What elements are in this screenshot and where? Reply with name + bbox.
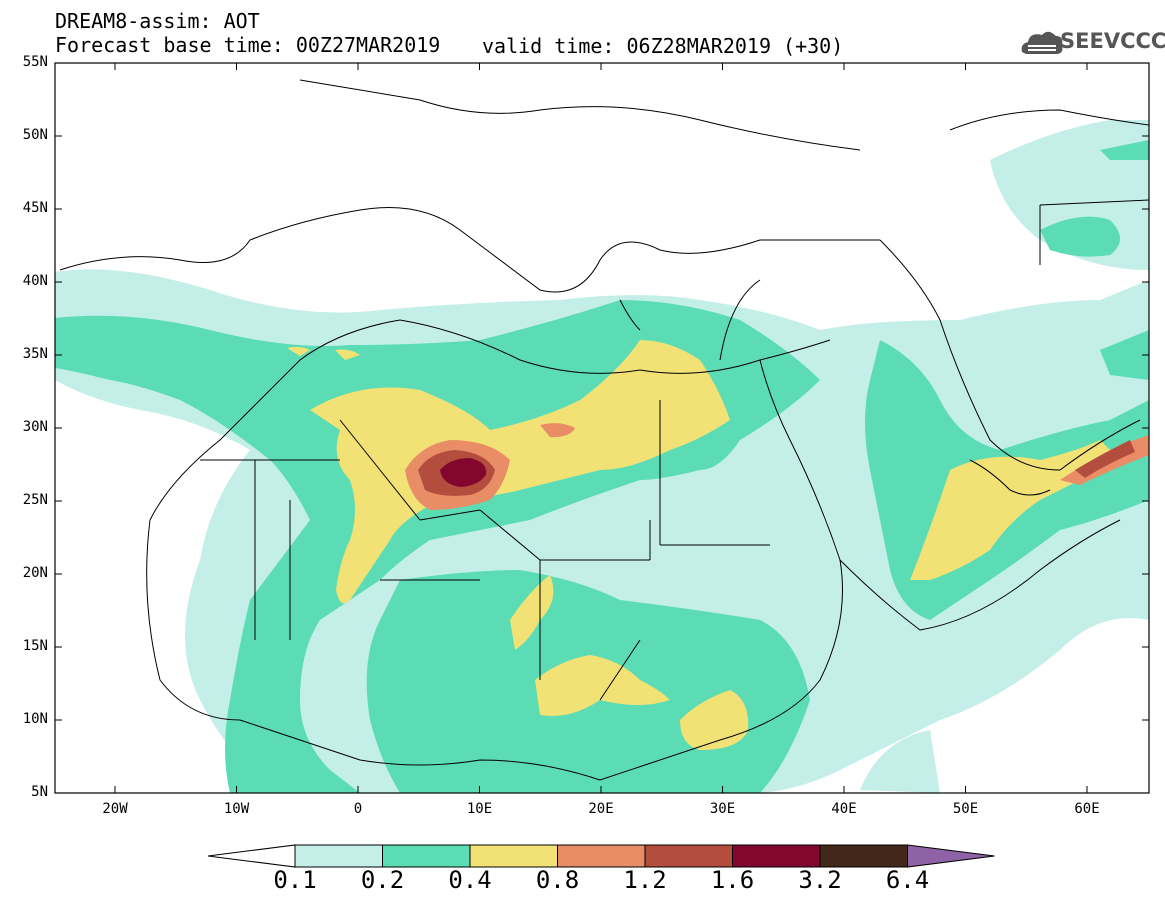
logo-text: SEEVCCC: [1060, 29, 1165, 53]
lat-label: 40N: [22, 273, 48, 289]
colorbar-label: 3.2: [798, 866, 842, 894]
colorbar-segment: [732, 844, 821, 868]
aot-level-1-6: [440, 458, 487, 487]
colorbar-label: 0.4: [448, 866, 492, 894]
lon-label: 20E: [588, 801, 614, 817]
colorbar-label: 0.1: [273, 866, 317, 894]
aot-level-0-4: [287, 340, 1120, 750]
lat-label: 35N: [22, 346, 48, 362]
valid-time: valid time: 06Z28MAR2019 (+30): [482, 34, 844, 58]
forecast-base-time: Forecast base time: 00Z27MAR2019: [55, 33, 441, 57]
colorbar-label: 0.8: [535, 866, 580, 894]
lat-label: 30N: [22, 419, 48, 435]
lon-label: 50E: [952, 801, 979, 817]
lon-label: 20W: [102, 801, 128, 817]
colorbar-label: 1.2: [623, 866, 667, 894]
colorbar-segment: [819, 844, 908, 868]
colorbar-label: 0.2: [360, 866, 405, 894]
country-borders: [59, 79, 1149, 781]
lon-label: 0: [353, 801, 363, 817]
colorbar-high-arrow: [907, 844, 995, 868]
lon-label: 10E: [466, 801, 493, 817]
lat-label: 5N: [31, 784, 48, 800]
lat-label: 20N: [22, 565, 48, 581]
lat-label: 15N: [22, 638, 48, 654]
lon-label: 40E: [831, 801, 857, 817]
lat-label: 45N: [22, 200, 48, 216]
colorbar-segment: [469, 844, 558, 868]
lon-label: 60E: [1074, 801, 1100, 817]
lon-label: 30E: [709, 801, 736, 817]
lat-label: 10N: [22, 711, 48, 727]
colorbar-label: 6.4: [885, 866, 930, 894]
colorbar-label: 1.6: [710, 866, 755, 894]
lon-label: 10W: [223, 801, 250, 817]
colorbar-segment: [294, 844, 383, 868]
colorbar-low-arrow: [207, 844, 296, 868]
colorbar-segment: [644, 844, 733, 868]
map-title: DREAM8-assim: AOT: [55, 9, 260, 33]
lat-label: 50N: [22, 127, 48, 143]
lat-label: 55N: [22, 54, 48, 70]
seevccc-cloud-logo-icon: [1021, 31, 1063, 54]
colorbar-segment: [382, 844, 471, 868]
colorbar-segment: [557, 844, 646, 868]
lat-label: 25N: [22, 492, 48, 508]
